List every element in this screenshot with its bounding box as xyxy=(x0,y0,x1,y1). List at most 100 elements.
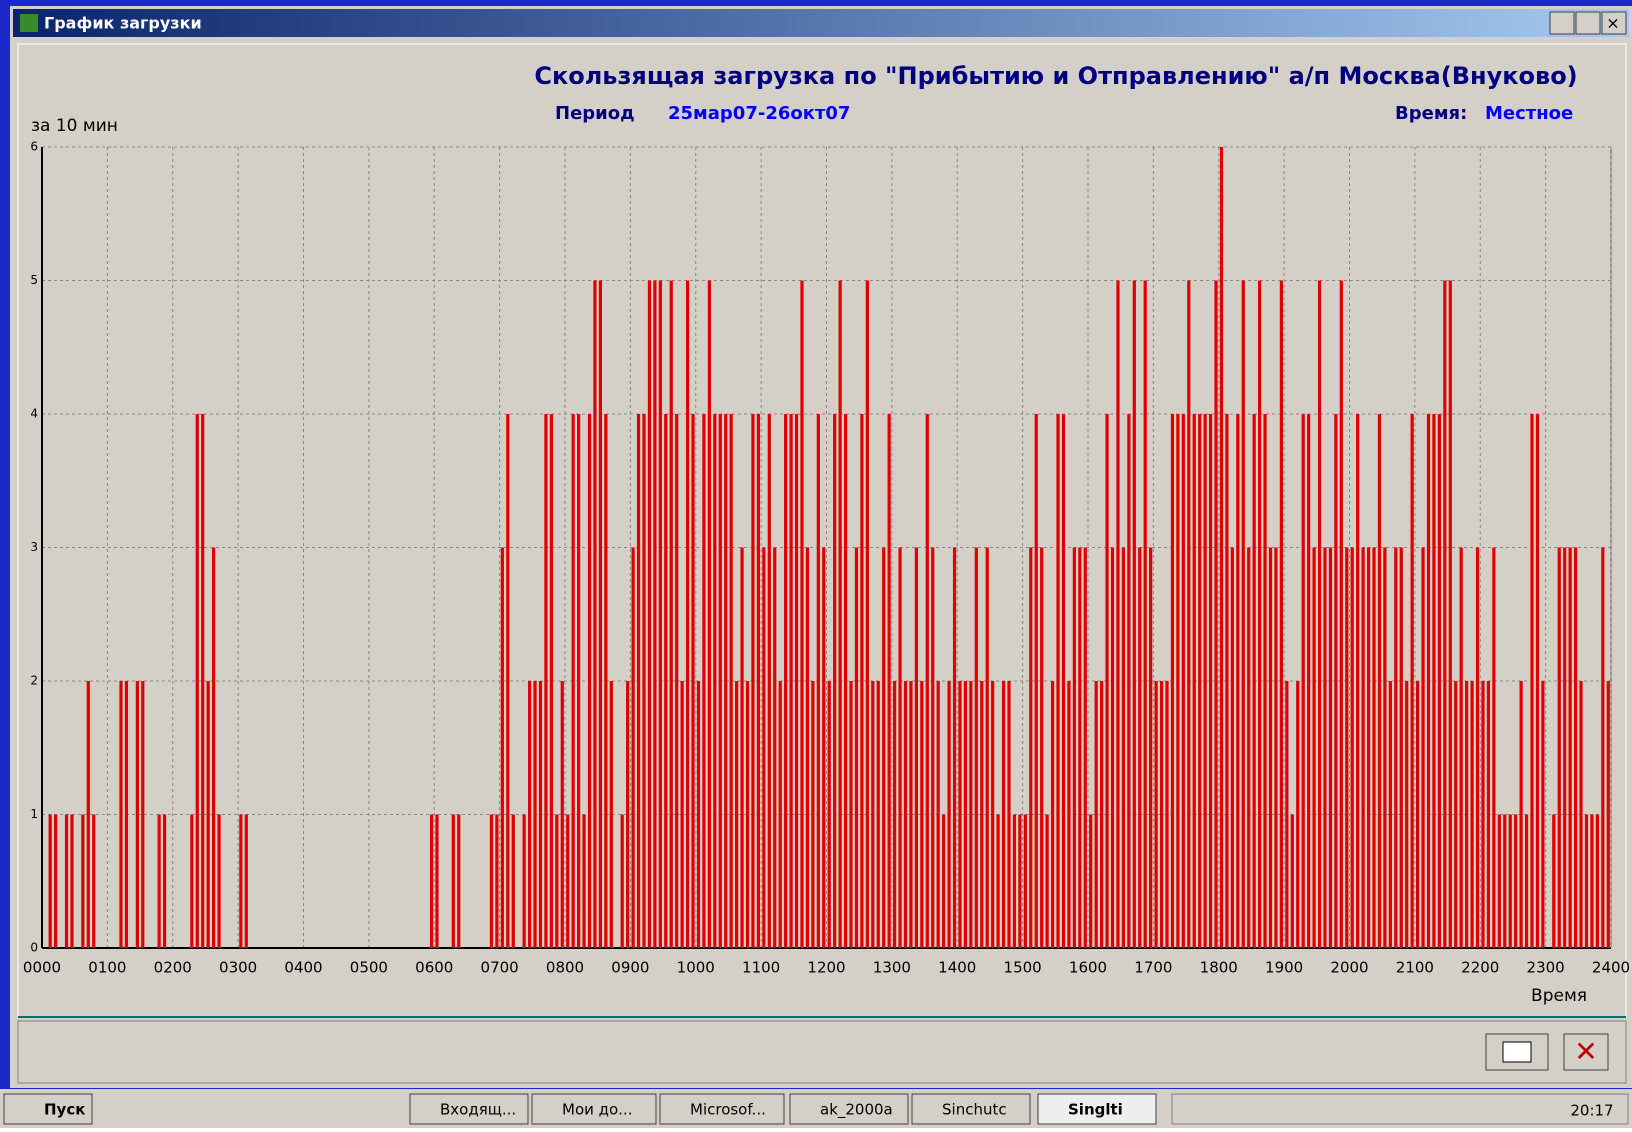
bar xyxy=(566,815,569,949)
bar xyxy=(806,548,809,949)
y-tick-label: 5 xyxy=(30,273,38,287)
bar xyxy=(1116,281,1119,949)
x-tick-label: 0400 xyxy=(284,959,322,977)
bar xyxy=(1073,548,1076,949)
print-icon xyxy=(1503,1042,1531,1062)
x-tick-label: 0500 xyxy=(350,959,388,977)
bar xyxy=(158,815,161,949)
bar xyxy=(1345,548,1348,949)
y-tick-label: 1 xyxy=(30,807,38,821)
bar xyxy=(1514,815,1517,949)
bar xyxy=(1558,548,1561,949)
bar xyxy=(544,414,547,948)
bar xyxy=(1176,414,1179,948)
x-tick-label: 2000 xyxy=(1330,959,1368,977)
bar xyxy=(1334,414,1337,948)
bar xyxy=(1002,681,1005,948)
bar xyxy=(1100,681,1103,948)
bar xyxy=(1095,681,1098,948)
bar xyxy=(1389,681,1392,948)
bar xyxy=(888,414,891,948)
bar xyxy=(1242,281,1245,949)
bar xyxy=(512,815,515,949)
bar xyxy=(844,414,847,948)
bar xyxy=(430,815,433,949)
bar xyxy=(1487,681,1490,948)
bar xyxy=(1154,681,1157,948)
y-tick-label: 0 xyxy=(30,941,38,955)
period-value: 25мар07-26окт07 xyxy=(668,103,850,124)
x-axis-label: Время xyxy=(1531,986,1587,1006)
exit-glyph: ✕ xyxy=(1574,1035,1597,1068)
bar xyxy=(898,548,901,949)
bar xyxy=(1285,681,1288,948)
bar xyxy=(1296,681,1299,948)
bar xyxy=(1323,548,1326,949)
x-tick-label: 1000 xyxy=(677,959,715,977)
close-glyph: × xyxy=(1606,14,1619,33)
bar xyxy=(1460,548,1463,949)
bar xyxy=(92,815,95,949)
bar xyxy=(1122,548,1125,949)
bar xyxy=(1312,548,1315,949)
bar xyxy=(828,681,831,948)
bar xyxy=(708,281,711,949)
bar xyxy=(751,414,754,948)
bar xyxy=(533,681,536,948)
minimize-button[interactable] xyxy=(1550,12,1574,34)
bar xyxy=(1231,548,1234,949)
bar xyxy=(1449,281,1452,949)
bar xyxy=(811,681,814,948)
x-tick-label: 2300 xyxy=(1527,959,1565,977)
bar xyxy=(1051,681,1054,948)
bar xyxy=(817,414,820,948)
x-tick-label: 2200 xyxy=(1461,959,1499,977)
bar xyxy=(1509,815,1512,949)
bar xyxy=(1383,548,1386,949)
screen: График загрузки × ✕ Скользящая загрузка … xyxy=(0,0,1632,1128)
bar xyxy=(1318,281,1321,949)
bar xyxy=(1291,815,1294,949)
bar xyxy=(670,281,673,949)
window-controls[interactable]: × xyxy=(1550,12,1626,34)
bar xyxy=(1236,414,1239,948)
bar xyxy=(1585,815,1588,949)
bar xyxy=(1443,281,1446,949)
title-bar xyxy=(13,9,1629,37)
bar xyxy=(1220,147,1223,948)
bar xyxy=(1029,548,1032,949)
maximize-button[interactable] xyxy=(1576,12,1600,34)
bar xyxy=(789,414,792,948)
x-tick-label: 0600 xyxy=(415,959,453,977)
task-label: Microsof... xyxy=(690,1101,766,1119)
bar xyxy=(964,681,967,948)
bar xyxy=(642,414,645,948)
bar xyxy=(572,414,575,948)
bar xyxy=(702,414,705,948)
bar xyxy=(457,815,460,949)
x-tick-label: 1400 xyxy=(938,959,976,977)
bar xyxy=(1525,815,1528,949)
bar xyxy=(839,281,842,949)
x-tick-label: 1300 xyxy=(873,959,911,977)
bar xyxy=(1105,414,1108,948)
bar xyxy=(675,414,678,948)
x-tick-label: 2100 xyxy=(1396,959,1434,977)
bar xyxy=(1274,548,1277,949)
x-tick-label: 0200 xyxy=(154,959,192,977)
bar xyxy=(87,681,90,948)
bar xyxy=(681,681,684,948)
bar xyxy=(49,815,52,949)
bar xyxy=(937,681,940,948)
bar xyxy=(119,681,122,948)
bar xyxy=(719,414,722,948)
bar xyxy=(495,815,498,949)
bar xyxy=(1536,414,1539,948)
bar xyxy=(1035,414,1038,948)
bar xyxy=(877,681,880,948)
x-tick-label: 0800 xyxy=(546,959,584,977)
bar xyxy=(1596,815,1599,949)
bar xyxy=(207,681,210,948)
bar xyxy=(1498,815,1501,949)
bar xyxy=(1503,815,1506,949)
